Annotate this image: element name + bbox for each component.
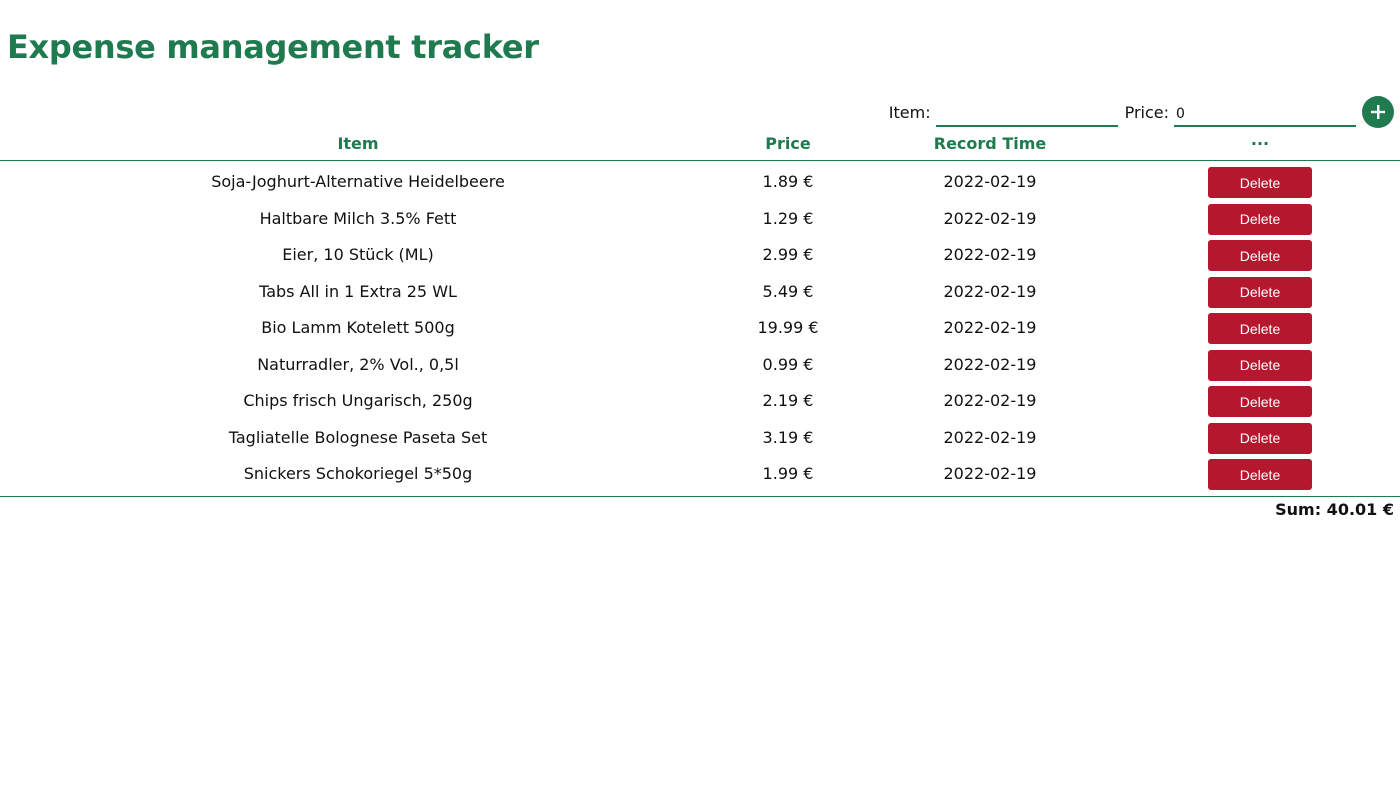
- row-price: 1.89 €: [762, 172, 814, 191]
- item-input[interactable]: [935, 103, 1118, 127]
- delete-button[interactable]: Delete: [1208, 459, 1312, 490]
- delete-button[interactable]: Delete: [1208, 276, 1312, 308]
- delete-button[interactable]: Delete: [1208, 313, 1312, 344]
- row-record-time: 2022-02-19: [943, 281, 1037, 301]
- add-expense-form: Item: Price:: [889, 94, 1394, 130]
- table-row: Bio Lamm Kotelett 500g 19.99 € 2022-02-1…: [0, 310, 1400, 347]
- row-record-time: 2022-02-19: [943, 172, 1037, 191]
- delete-button[interactable]: Delete: [1208, 349, 1312, 381]
- add-expense-button[interactable]: [1362, 96, 1394, 128]
- sum-total: Sum: 40.01 €: [1275, 500, 1394, 519]
- delete-button[interactable]: Delete: [1208, 240, 1312, 271]
- row-item: Naturradler, 2% Vol., 0,5l: [257, 354, 459, 374]
- row-record-time: 2022-02-19: [943, 427, 1037, 447]
- delete-button[interactable]: Delete: [1208, 203, 1312, 235]
- item-label: Item:: [888, 102, 931, 122]
- row-item: Chips frisch Ungarisch, 250g: [243, 391, 473, 410]
- table-row: Chips frisch Ungarisch, 250g 2.19 € 2022…: [0, 383, 1400, 420]
- table-row: Soja-Joghurt-Alternative Heidelbeere 1.8…: [0, 164, 1400, 201]
- row-price: 1.99 €: [762, 464, 814, 483]
- table-row: Tagliatelle Bolognese Paseta Set 3.19 € …: [0, 420, 1400, 457]
- price-input[interactable]: [1174, 103, 1356, 127]
- plus-icon: [1371, 105, 1385, 119]
- row-price: 19.99 €: [757, 318, 819, 337]
- row-record-time: 2022-02-19: [943, 354, 1037, 374]
- row-item: Eier, 10 Stück (ML): [282, 245, 434, 264]
- row-price: 5.49 €: [762, 281, 814, 301]
- header-price: Price: [765, 134, 811, 153]
- row-item: Tagliatelle Bolognese Paseta Set: [228, 427, 488, 447]
- delete-button[interactable]: Delete: [1208, 386, 1312, 417]
- row-record-time: 2022-02-19: [943, 464, 1037, 483]
- table-row: Tabs All in 1 Extra 25 WL 5.49 € 2022-02…: [0, 274, 1400, 311]
- header-item: Item: [337, 134, 379, 153]
- table-row: Naturradler, 2% Vol., 0,5l 0.99 € 2022-0…: [0, 347, 1400, 384]
- row-price: 2.99 €: [762, 245, 814, 264]
- row-item: Soja-Joghurt-Alternative Heidelbeere: [211, 172, 505, 191]
- table-row: Eier, 10 Stück (ML) 2.99 € 2022-02-19 De…: [0, 237, 1400, 274]
- row-item: Bio Lamm Kotelett 500g: [261, 318, 455, 337]
- row-item: Haltbare Milch 3.5% Fett: [259, 208, 457, 228]
- row-record-time: 2022-02-19: [943, 318, 1037, 337]
- row-record-time: 2022-02-19: [943, 208, 1037, 228]
- price-label: Price:: [1124, 102, 1169, 122]
- row-price: 3.19 €: [762, 427, 814, 447]
- delete-button[interactable]: Delete: [1208, 167, 1312, 198]
- expense-table-body: Soja-Joghurt-Alternative Heidelbeere 1.8…: [0, 164, 1400, 497]
- row-item: Snickers Schokoriegel 5*50g: [243, 464, 473, 483]
- page-title: Expense management tracker: [7, 28, 539, 66]
- row-price: 0.99 €: [762, 354, 814, 374]
- table-row: Haltbare Milch 3.5% Fett 1.29 € 2022-02-…: [0, 201, 1400, 238]
- row-item: Tabs All in 1 Extra 25 WL: [259, 281, 457, 301]
- row-price: 1.29 €: [762, 208, 814, 228]
- row-price: 2.19 €: [762, 391, 814, 410]
- table-row: Snickers Schokoriegel 5*50g 1.99 € 2022-…: [0, 456, 1400, 493]
- header-actions: ···: [1250, 134, 1270, 153]
- row-record-time: 2022-02-19: [943, 245, 1037, 264]
- table-header: Item Price Record Time ···: [0, 130, 1400, 161]
- header-record-time: Record Time: [933, 134, 1047, 153]
- delete-button[interactable]: Delete: [1208, 422, 1312, 454]
- row-record-time: 2022-02-19: [943, 391, 1037, 410]
